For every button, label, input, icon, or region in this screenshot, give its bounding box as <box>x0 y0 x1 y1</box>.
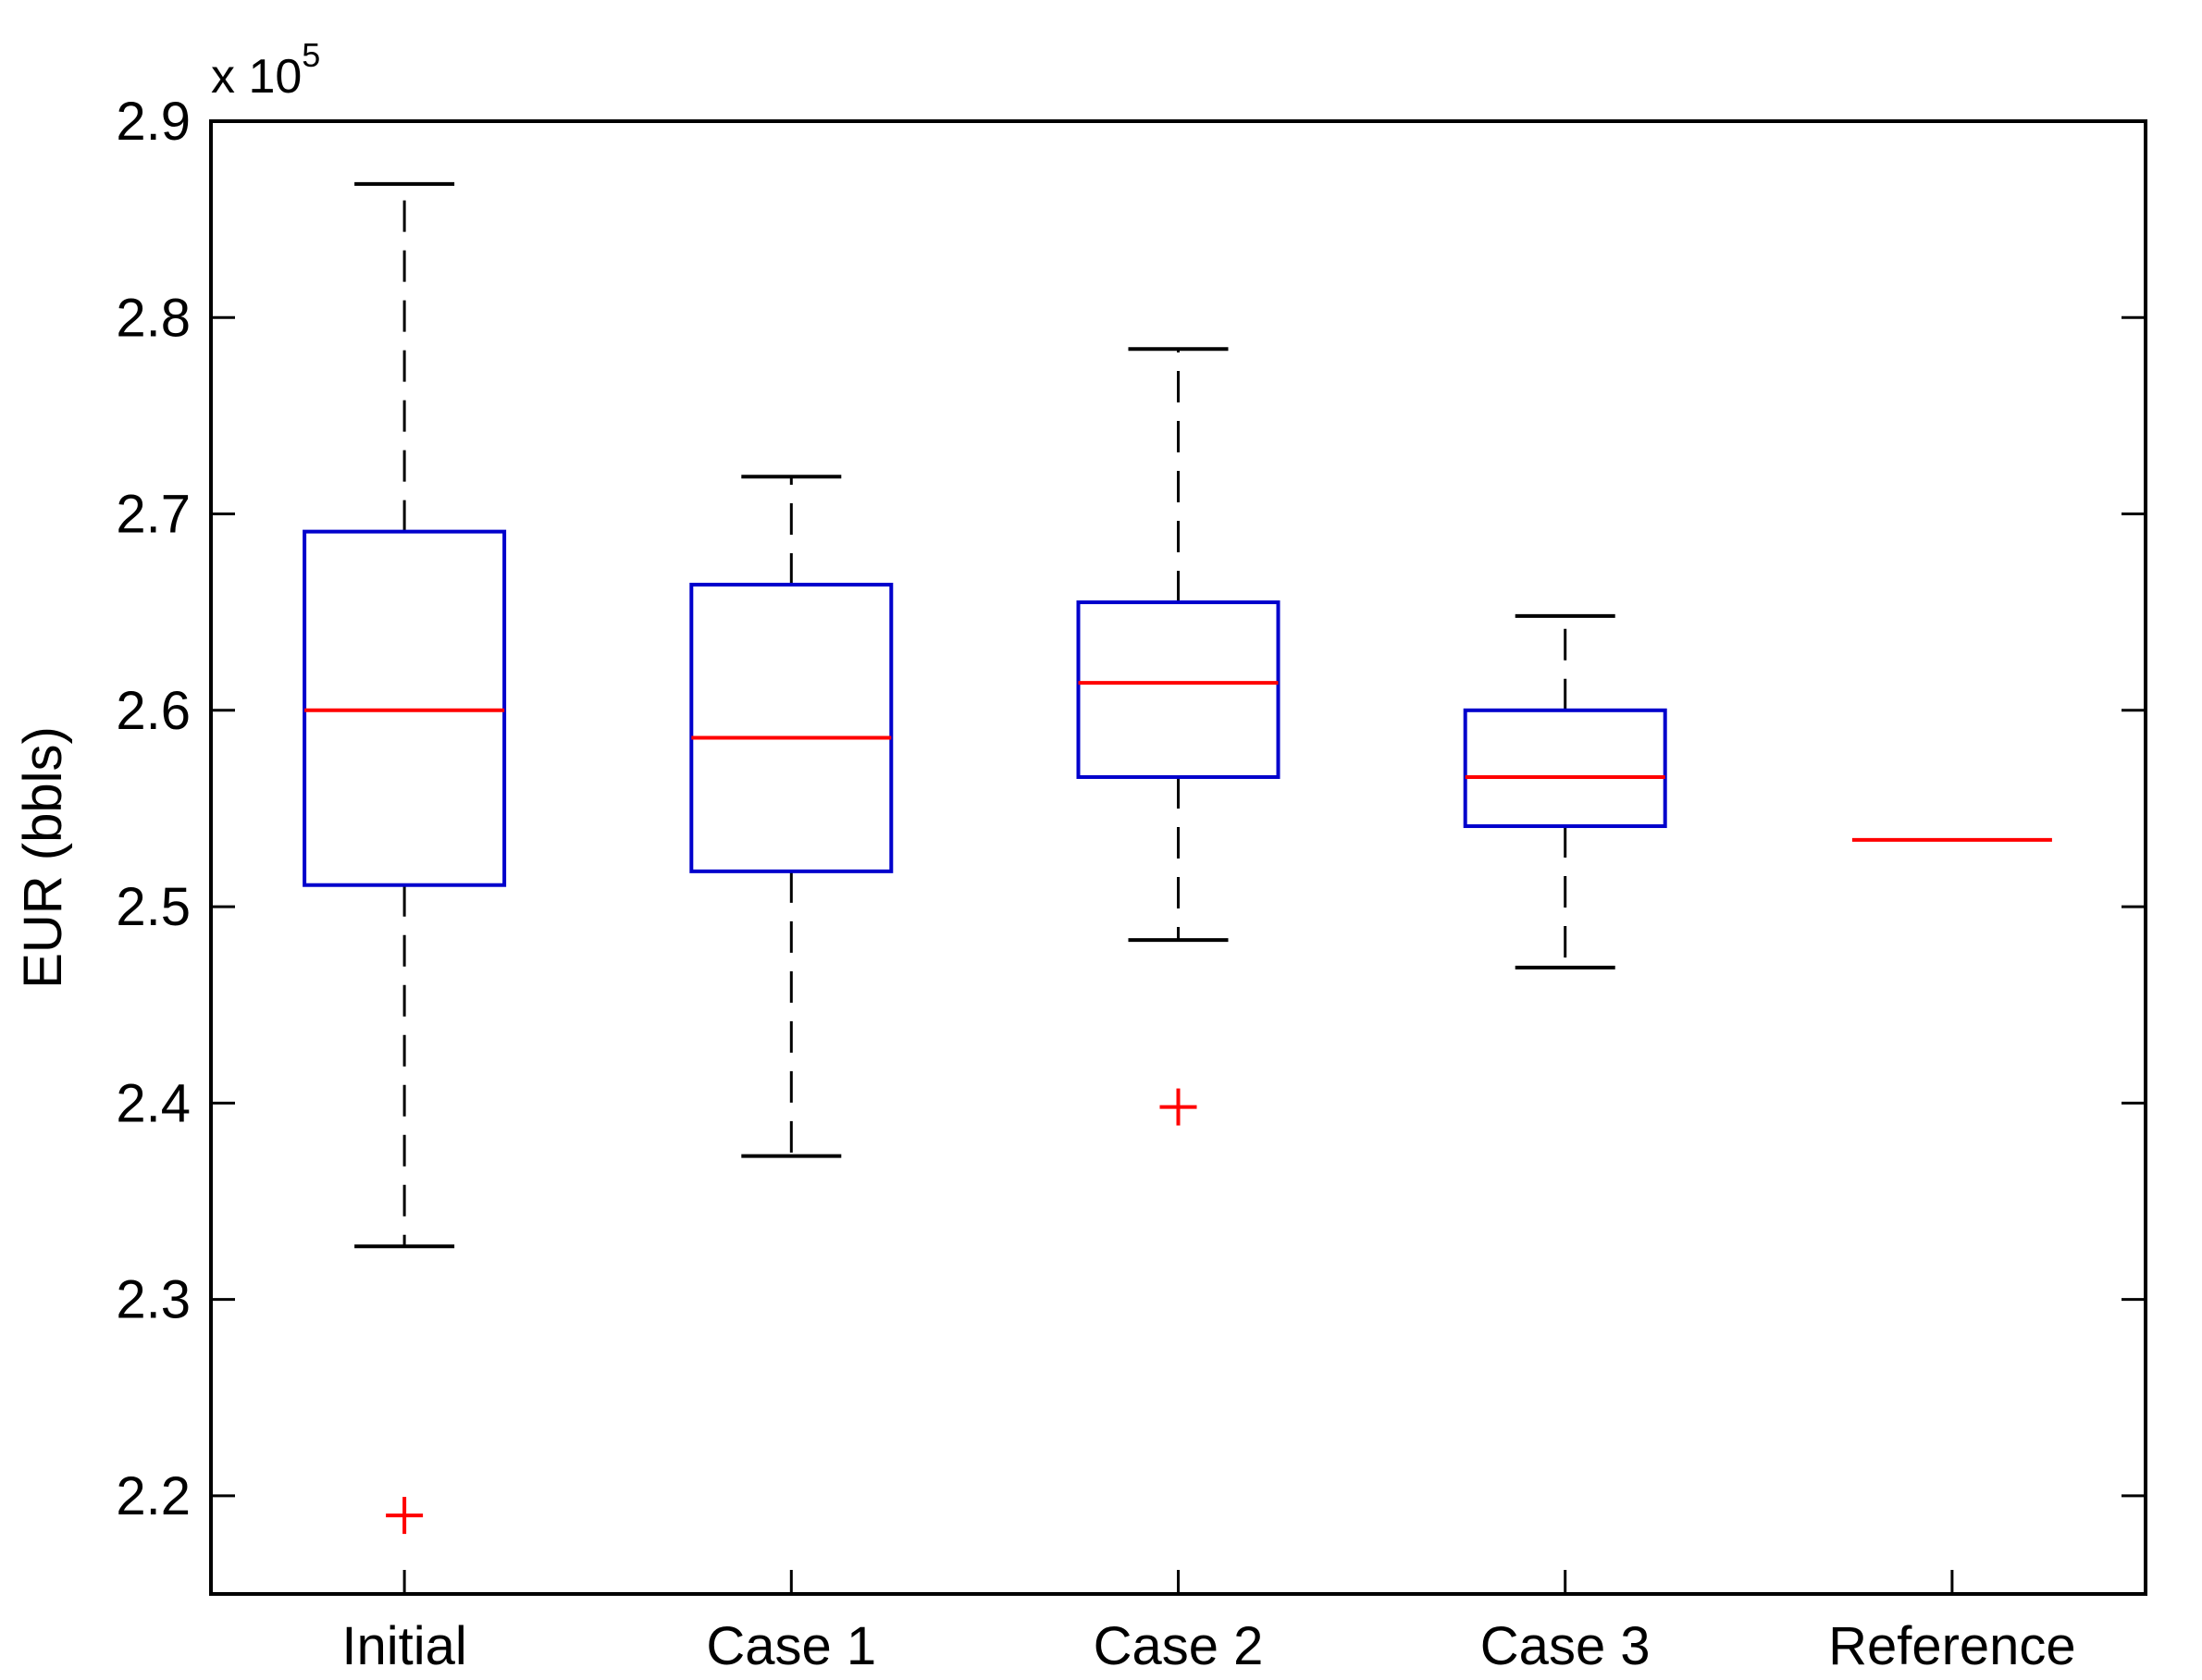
iqr-box <box>303 529 507 887</box>
exponent-label: x 105 <box>211 36 320 104</box>
y-tick-label: 2.7 <box>116 485 191 545</box>
y-tick-label: 2.9 <box>116 92 191 152</box>
box-initial <box>303 181 507 1535</box>
y-tick-label: 2.2 <box>116 1466 191 1526</box>
y-tick-label: 2.6 <box>116 681 191 741</box>
x-tick-label: Initial <box>341 1616 466 1676</box>
iqr-box <box>1463 708 1667 829</box>
y-axis-label: EUR (bbls) <box>13 726 73 989</box>
box-case-3 <box>1463 613 1667 970</box>
iqr-box <box>689 582 894 873</box>
boxes <box>303 181 2052 1535</box>
x-tick-label: Case 3 <box>1480 1616 1651 1676</box>
iqr-box <box>1076 600 1280 779</box>
x-tick-label: Case 2 <box>1094 1616 1264 1676</box>
y-tick-label: 2.5 <box>116 877 191 937</box>
y-tick-label: 2.4 <box>116 1073 191 1133</box>
y-tick-label: 2.8 <box>116 288 191 348</box>
x-tick-label: Case 1 <box>706 1616 876 1676</box>
x-ticks: Initial Case 1 Case 2 Case 3 Reference <box>341 1570 2076 1676</box>
box-case-1 <box>689 475 894 1158</box>
y-tick-label: 2.3 <box>116 1270 191 1330</box>
box-case-2 <box>1076 347 1280 1126</box>
x-tick-label: Reference <box>1828 1616 2076 1676</box>
y-ticks: 2.2 2.3 2.4 2.5 2.6 2.7 2.8 2.9 <box>116 92 2146 1526</box>
